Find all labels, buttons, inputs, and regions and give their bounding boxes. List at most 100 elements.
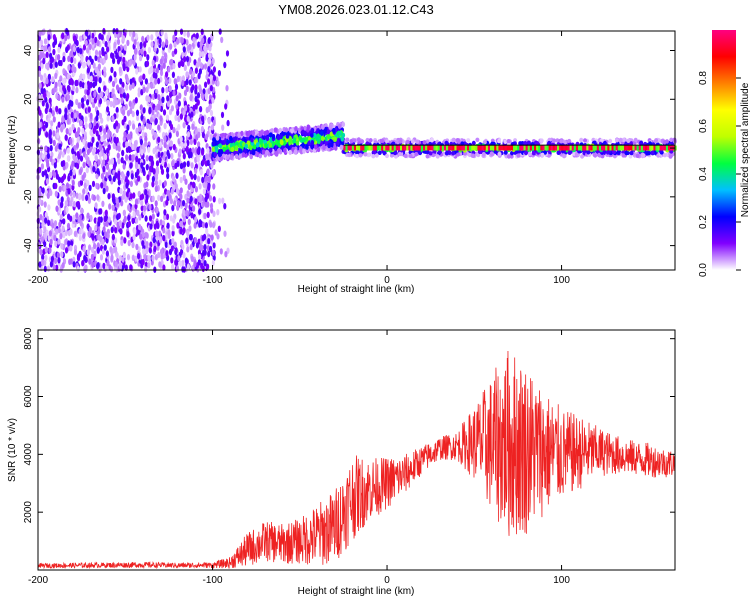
heatmap-cell (140, 89, 144, 96)
heatmap-cell (659, 145, 662, 151)
heatmap-cell (138, 214, 142, 221)
heatmap-cell (115, 197, 119, 204)
heatmap-cell (343, 145, 346, 151)
heatmap-cell (69, 200, 73, 207)
heatmap-cell (345, 137, 350, 142)
heatmap-cell (44, 254, 48, 262)
heatmap-cell (161, 96, 165, 104)
heatmap-cell (140, 162, 144, 169)
heatmap-cell (206, 168, 210, 175)
heatmap-cell (211, 259, 215, 266)
heatmap-cell (157, 136, 161, 143)
heatmap-cell (194, 198, 198, 205)
heatmap-cell (53, 234, 57, 242)
heatmap-cell (40, 87, 44, 95)
heatmap-cell (298, 146, 303, 152)
heatmap-cell (206, 159, 210, 167)
heatmap-cell (106, 133, 110, 140)
heatmap-cell (178, 92, 182, 100)
heatmap-cell (96, 168, 100, 175)
heatmap-cell (203, 260, 207, 267)
heatmap-cell (179, 28, 184, 35)
heatmap-cell (347, 145, 350, 151)
heatmap-cell (178, 148, 182, 155)
heatmap-cell (324, 141, 328, 147)
heatmap-cell (547, 137, 552, 143)
heatmap-cell (186, 31, 190, 38)
heatmap-cell (162, 264, 166, 271)
heatmap-cell (207, 66, 211, 73)
heatmap-cell (132, 123, 136, 130)
heatmap-cell (173, 200, 177, 207)
heatmap-cell (174, 247, 178, 254)
heatmap-cell (184, 257, 188, 264)
heatmap-cell (144, 266, 148, 273)
heatmap-cell (152, 147, 156, 155)
heatmap-cell (149, 76, 153, 84)
heatmap-cell (131, 143, 135, 151)
heatmap-cell (220, 111, 225, 119)
heatmap-cell (87, 84, 91, 91)
heatmap-cell (217, 70, 221, 77)
heatmap-cell (79, 155, 84, 162)
heatmap-cell (70, 111, 74, 119)
heatmap-cell (517, 145, 520, 151)
heatmap-cell (527, 151, 532, 156)
y-tick-label: -40 (23, 238, 34, 253)
heatmap-cell (477, 145, 480, 151)
heatmap-cell (117, 170, 121, 177)
heatmap-cell (111, 53, 115, 60)
heatmap-cell (326, 133, 331, 139)
heatmap-cell (79, 35, 83, 42)
heatmap-cell (189, 138, 193, 146)
heatmap-cell (645, 145, 648, 151)
heatmap-cell (86, 179, 90, 187)
heatmap-cell (176, 109, 180, 116)
heatmap-cell (89, 75, 93, 82)
heatmap-cell (508, 145, 512, 151)
heatmap-cell (46, 64, 50, 71)
heatmap-cell (513, 138, 518, 143)
heatmap-cell (104, 40, 108, 48)
heatmap-cell (128, 154, 132, 161)
heatmap-cell (103, 95, 107, 103)
heatmap-cell (154, 179, 158, 187)
y-tick-label: 0 (23, 145, 34, 151)
heatmap-cell (211, 57, 215, 65)
heatmap-cell (179, 113, 183, 120)
heatmap-cell (218, 143, 223, 149)
x-tick-label: -200 (28, 275, 48, 286)
heatmap-cell (43, 231, 47, 239)
heatmap-cell (57, 121, 61, 128)
heatmap-cell (188, 43, 192, 51)
heatmap-cell (38, 166, 42, 174)
heatmap-cell (76, 46, 80, 54)
heatmap-cell (181, 243, 185, 251)
heatmap-cell (118, 66, 122, 74)
heatmap-cell (450, 145, 453, 151)
heatmap-cell (48, 230, 53, 237)
heatmap-cell (206, 201, 210, 208)
heatmap-cell (76, 265, 80, 273)
heatmap-cell (181, 79, 185, 87)
heatmap-cell (136, 209, 140, 217)
heatmap-cell (86, 157, 90, 165)
y-tick-label: -20 (23, 189, 34, 204)
heatmap-cell (120, 97, 124, 104)
heatmap-cell (157, 104, 161, 111)
heatmap-cell (142, 86, 146, 94)
heatmap-cell (166, 166, 170, 174)
heatmap-cell (39, 74, 44, 81)
heatmap-cell (142, 248, 146, 255)
heatmap-cell (94, 36, 98, 44)
heatmap-cell (64, 34, 68, 41)
heatmap-cell (456, 145, 459, 151)
heatmap-cell (212, 221, 216, 229)
heatmap-cell (628, 145, 631, 151)
heatmap-cell (122, 251, 126, 259)
heatmap-cell (446, 145, 449, 151)
heatmap-cell (151, 108, 155, 116)
heatmap-cell (126, 254, 131, 261)
heatmap-cell (139, 54, 143, 62)
heatmap-cell (630, 145, 633, 151)
